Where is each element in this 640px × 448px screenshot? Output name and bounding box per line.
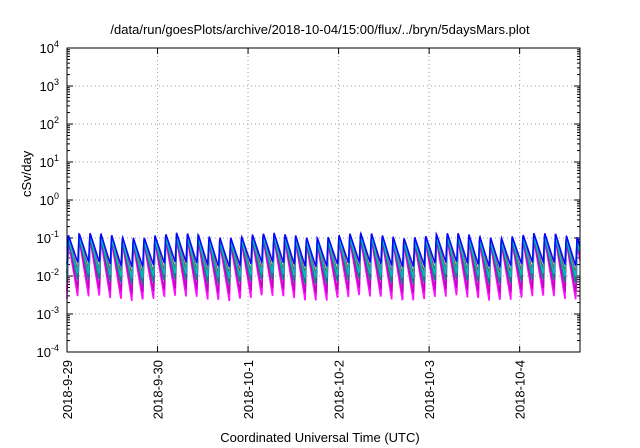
x-tick-label: 2018-9-30 xyxy=(151,360,166,419)
series-line xyxy=(66,230,581,269)
y-tick-label: 100 xyxy=(40,191,59,208)
x-tick-label: 2018-9-29 xyxy=(60,360,75,419)
x-tick-label: 2018-10-4 xyxy=(513,360,528,419)
y-tick-label: 10-4 xyxy=(37,343,59,360)
x-tick-label: 2018-10-3 xyxy=(422,360,437,419)
x-axis-label: Coordinated Universal Time (UTC) xyxy=(220,430,420,445)
plot-border xyxy=(66,47,581,353)
y-tick-label: 10-3 xyxy=(37,305,59,322)
series-line xyxy=(66,234,581,280)
y-tick-label: 101 xyxy=(40,153,59,170)
x-tick-label: 2018-10-2 xyxy=(332,360,347,419)
y-tick-label: 10-1 xyxy=(37,229,59,246)
chart-title: /data/run/goesPlots/archive/2018-10-04/1… xyxy=(110,22,530,37)
y-tick-label: 102 xyxy=(40,115,59,132)
y-tick-label: 104 xyxy=(40,39,59,56)
y-tick-label: 103 xyxy=(40,77,59,94)
series-line xyxy=(66,236,581,294)
x-tick-label: 2018-10-1 xyxy=(241,360,256,419)
y-tick-label: 10-2 xyxy=(37,267,59,284)
